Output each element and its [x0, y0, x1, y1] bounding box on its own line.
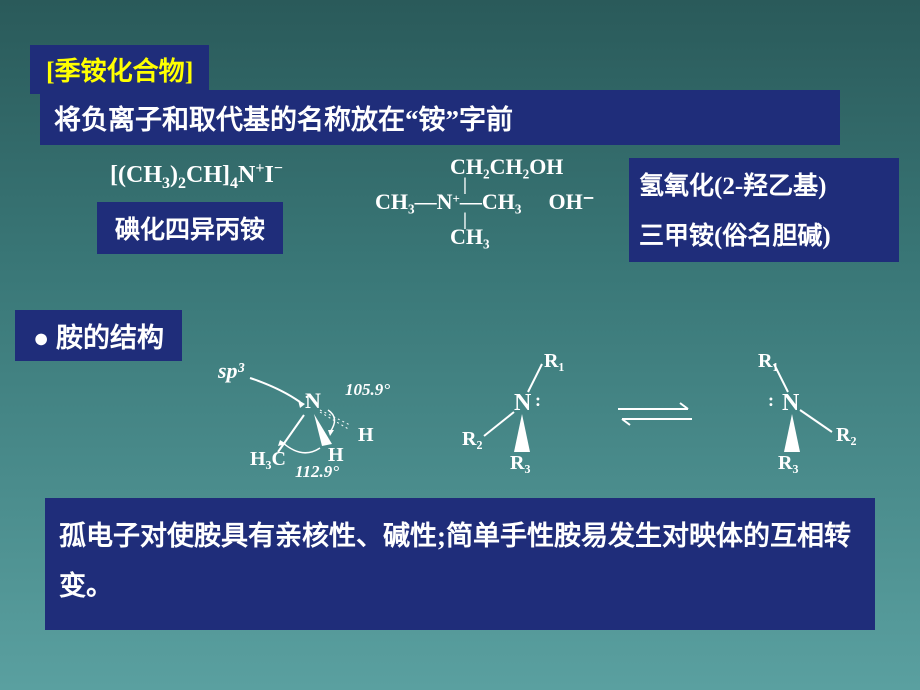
title-text: 季铵化合物 — [55, 57, 185, 86]
r3-label-left: R₃ — [510, 452, 530, 475]
compound2-top: CH₂CH₂OH — [375, 155, 594, 179]
naming-rule-box: 将负离子和取代基的名称放在“铵”字前 — [40, 90, 840, 145]
structure-title-text: ● 胺的结构 — [33, 323, 164, 353]
svg-text:N: N — [514, 390, 532, 416]
compound2-charge: + — [453, 191, 460, 206]
title-bracket-close: ] — [185, 57, 194, 86]
compound2-structure: CH₂CH₂OH | CH₃—N+—CH₃ OH⁻ | CH₃ — [375, 155, 594, 249]
title-bracket-open: [ — [46, 57, 55, 86]
summary-box: 孤电子对使胺具有亲核性、碱性;简单手性胺易发生对映体的互相转变。 — [45, 498, 875, 630]
naming-rule-text: 将负离子和取代基的名称放在“铵”字前 — [54, 105, 513, 135]
h-label-2: H — [358, 424, 374, 447]
r2-label-left: R₂ — [462, 428, 482, 451]
equilibrium-arrow-svg — [610, 395, 700, 435]
r1-label-left: R₁ — [544, 350, 564, 373]
r1-label-right: R₁ — [758, 350, 778, 373]
svg-text::: : — [768, 390, 774, 410]
svg-text:N: N — [782, 390, 800, 416]
compound2-left: CH₃ — [375, 189, 415, 214]
compound2-counter: OH⁻ — [549, 189, 595, 214]
compound2-name-box: 氢氧化(2-羟乙基) 三甲铵(俗名胆碱) — [629, 158, 899, 262]
structure-title-box: ● 胺的结构 — [15, 310, 182, 361]
compound2-name-line1: 氢氧化(2-羟乙基) — [639, 166, 889, 202]
svg-text::: : — [535, 390, 541, 410]
amine-structure-diagram: sp³ N .. H₃C H H 105.9° 112.9° N : R₁ R₂… — [200, 350, 880, 485]
section-title-box: [季铵化合物] — [30, 45, 209, 94]
compound2-name-line2: 三甲铵(俗名胆碱) — [639, 216, 889, 252]
r3-label-right: R₃ — [778, 452, 798, 475]
compound1-formula: [(CH3)2CH]4N+I− — [110, 160, 283, 193]
r2-label-right: R₂ — [836, 424, 856, 447]
compound2-right: CH₃ — [482, 189, 522, 214]
angle1-label: 105.9° — [345, 380, 390, 400]
compound1-name: 碘化四异丙铵 — [115, 217, 265, 244]
angle2-label: 112.9° — [295, 462, 339, 482]
compound2-bottom: CH₃ — [375, 225, 594, 249]
compound2-center: N — [437, 189, 453, 214]
h3c-label: H₃C — [250, 448, 286, 471]
summary-text: 孤电子对使胺具有亲核性、碱性;简单手性胺易发生对映体的互相转变。 — [59, 521, 851, 601]
svg-text:..: .. — [305, 387, 312, 402]
compound1-name-box: 碘化四异丙铵 — [97, 202, 283, 254]
